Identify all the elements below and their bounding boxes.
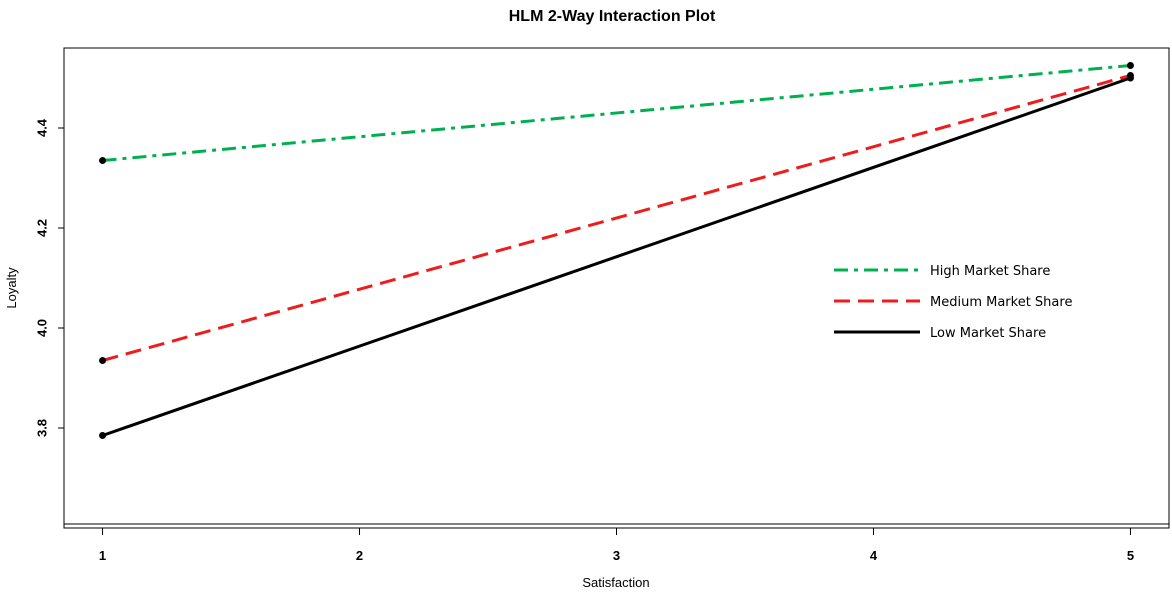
y-tick-label: 3.8 bbox=[35, 419, 50, 437]
x-tick-label: 5 bbox=[1127, 548, 1134, 563]
series-line-medium-market-share bbox=[102, 74, 1131, 362]
legend-label-high-market-share: High Market Share bbox=[930, 264, 1050, 279]
legend-label-low-market-share: Low Market Share bbox=[930, 326, 1046, 341]
plot-frame bbox=[63, 47, 1170, 529]
y-tick-label: 4.4 bbox=[35, 118, 50, 137]
x-tick-label: 1 bbox=[99, 548, 106, 563]
data-point-medium-market-share bbox=[99, 357, 107, 364]
y-tick-label: 4.2 bbox=[35, 219, 50, 237]
legend: High Market Share Medium Market Share Low … bbox=[834, 264, 1072, 341]
y-tick-label: 4.0 bbox=[35, 319, 50, 337]
data-point-high-market-share bbox=[1126, 62, 1134, 69]
data-point-low-market-share bbox=[1126, 74, 1134, 82]
x-axis: 1 2 3 4 5 bbox=[99, 528, 1134, 563]
x-axis-label: Satisfaction bbox=[582, 575, 649, 590]
series-line-low-market-share bbox=[102, 76, 1131, 437]
y-axis-label: Loyalty bbox=[4, 267, 19, 309]
x-tick-label: 4 bbox=[870, 548, 878, 563]
data-point-low-market-share bbox=[99, 432, 107, 439]
series-line-high-market-share bbox=[102, 64, 1131, 162]
data-point-high-market-share bbox=[99, 157, 107, 164]
chart-title: HLM 2-Way Interaction Plot bbox=[509, 8, 716, 25]
x-tick-label: 3 bbox=[613, 548, 620, 563]
legend-label-medium-market-share: Medium Market Share bbox=[930, 295, 1072, 310]
y-axis: 3.8 4.0 4.2 4.4 bbox=[35, 118, 64, 437]
series-layer bbox=[99, 62, 1134, 439]
x-tick-label: 2 bbox=[356, 548, 363, 563]
